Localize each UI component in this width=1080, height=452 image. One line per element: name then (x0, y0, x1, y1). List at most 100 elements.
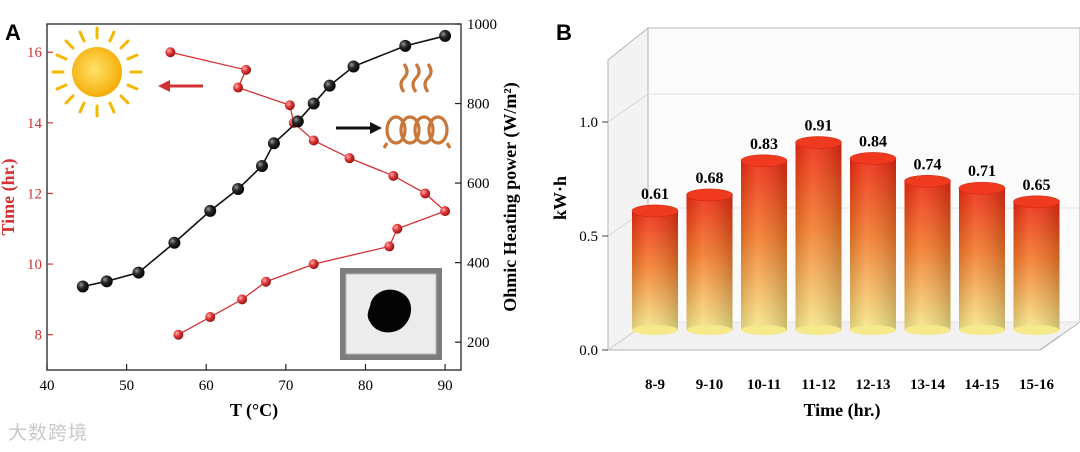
time-data-point (308, 135, 319, 146)
sample-photo-inset (340, 268, 442, 360)
panel-a-right-tick-label: 800 (467, 97, 490, 113)
bar-top-cap (1013, 195, 1060, 209)
bar-top-cap (904, 174, 951, 188)
heating-power-data-point (323, 79, 336, 92)
bar-shading (741, 160, 787, 330)
panel-a-left-tick-label: 12 (27, 186, 42, 202)
watermark-logo: 大数跨境 (8, 418, 88, 445)
time-data-point (384, 241, 395, 252)
time-data-point (241, 64, 252, 75)
bar: 0.83 (740, 136, 788, 335)
panel-b-letter: B (556, 20, 572, 45)
bar-shading (904, 181, 951, 330)
panel-a-x-tick-label: 50 (119, 378, 134, 394)
panel-a-left-tick-label: 8 (35, 328, 43, 344)
panel-b-y-tick-label: 0.5 (579, 229, 598, 245)
bar-shading (1013, 201, 1060, 330)
bar-base (959, 325, 1005, 335)
bar-category-label: 15-16 (1019, 377, 1054, 393)
bar-base (741, 325, 787, 335)
heating-power-data-point (439, 29, 452, 42)
panel-a-chart: A 40 50 60 70 80 90 8 10 12 14 16 200 400 600 800 1000 (0, 17, 521, 421)
time-data-point (440, 206, 451, 217)
time-data-point (388, 170, 399, 181)
bar-category-label: 14-15 (965, 377, 1000, 393)
heating-power-data-point (291, 115, 304, 128)
bar-base (850, 325, 896, 335)
bar-value-label: 0.61 (641, 186, 669, 203)
sun-icon (51, 26, 143, 118)
panel-a-x-tick-label: 40 (40, 378, 55, 394)
bar: 0.74 (904, 156, 951, 335)
panel-a-letter: A (5, 20, 21, 45)
bar-top-cap (958, 181, 1006, 195)
panel-a-right-tick-label: 200 (467, 335, 490, 351)
heating-power-data-point (255, 159, 268, 172)
bar-top-cap (631, 204, 679, 218)
bar-value-label: 0.84 (859, 133, 887, 150)
bar-top-cap (686, 188, 733, 202)
panel-b-y-tick-label: 0.0 (579, 343, 598, 359)
bar-shading (959, 188, 1005, 330)
bar: 0.65 (1013, 177, 1060, 335)
heating-coil-icon (382, 63, 452, 149)
panel-b-bars: 0.61 0.68 0.83 0.91 0.84 0.74 0.71 0.65 (631, 118, 1060, 335)
bar-base (686, 325, 733, 335)
bar-base (904, 325, 951, 335)
bar-value-label: 0.83 (750, 136, 778, 153)
bar-value-label: 0.68 (696, 170, 724, 187)
bar-top-cap (740, 154, 788, 168)
panel-a-x-tick-label: 90 (438, 378, 453, 394)
bar-shading (850, 158, 896, 330)
time-data-point (165, 47, 176, 58)
bar-value-label: 0.91 (805, 118, 833, 135)
heating-power-data-point (168, 236, 181, 249)
panel-b-x-axis-title: Time (hr.) (803, 400, 880, 421)
panel-a-right-tick-label: 600 (467, 176, 490, 192)
bar-top-cap (795, 136, 842, 149)
panel-a-plot-frame (46, 23, 462, 371)
time-data-point (260, 276, 271, 287)
panel-b-y-tick-label: 1.0 (579, 115, 598, 131)
bar: 0.84 (849, 133, 897, 335)
bar-shading (686, 194, 733, 330)
bar-base (632, 325, 678, 335)
bar-category-label: 13-14 (910, 377, 945, 393)
bar-base (795, 325, 842, 335)
bar: 0.91 (795, 118, 842, 335)
heating-power-data-point (267, 137, 280, 150)
bar-base (1013, 325, 1060, 335)
time-data-point (237, 294, 248, 305)
time-data-point (284, 100, 295, 111)
bar-value-label: 0.74 (914, 156, 942, 173)
bar: 0.61 (631, 186, 679, 335)
time-data-point (392, 223, 403, 234)
heating-power-data-point (399, 39, 412, 52)
bar-top-cap (849, 152, 897, 165)
bar-category-label: 8-9 (645, 377, 665, 393)
panel-a-right-axis-title: Ohmic Heating power (W/m²) (500, 82, 521, 312)
panel-a-x-tick-label: 80 (358, 378, 373, 394)
panel-a-right-tick-label: 1000 (467, 17, 497, 33)
bar-shading (795, 142, 842, 330)
heating-power-data-point (232, 183, 245, 196)
time-data-point (420, 188, 431, 199)
black-arrow-icon (336, 122, 382, 134)
panel-a-x-axis-title: T (°C) (230, 400, 278, 421)
panel-a-x-tick-label: 70 (278, 378, 293, 394)
bar-category-label: 9-10 (696, 377, 724, 393)
bar-category-label: 10-11 (747, 377, 781, 393)
panel-a-x-tick-label: 60 (199, 378, 214, 394)
panel-b-3d-box (606, 26, 1080, 351)
time-data-point (344, 153, 355, 164)
bar: 0.68 (686, 170, 733, 335)
time-data-point (205, 312, 216, 323)
panel-a-right-tick-label: 400 (467, 256, 490, 272)
panel-a-series (76, 29, 452, 340)
time-data-point (173, 329, 184, 340)
heating-power-data-point (204, 204, 217, 217)
panel-a-left-tick-label: 10 (27, 257, 42, 273)
bar: 0.71 (958, 163, 1006, 335)
watermark-text: 大数跨境 (8, 422, 89, 444)
heating-power-data-point (347, 60, 360, 73)
